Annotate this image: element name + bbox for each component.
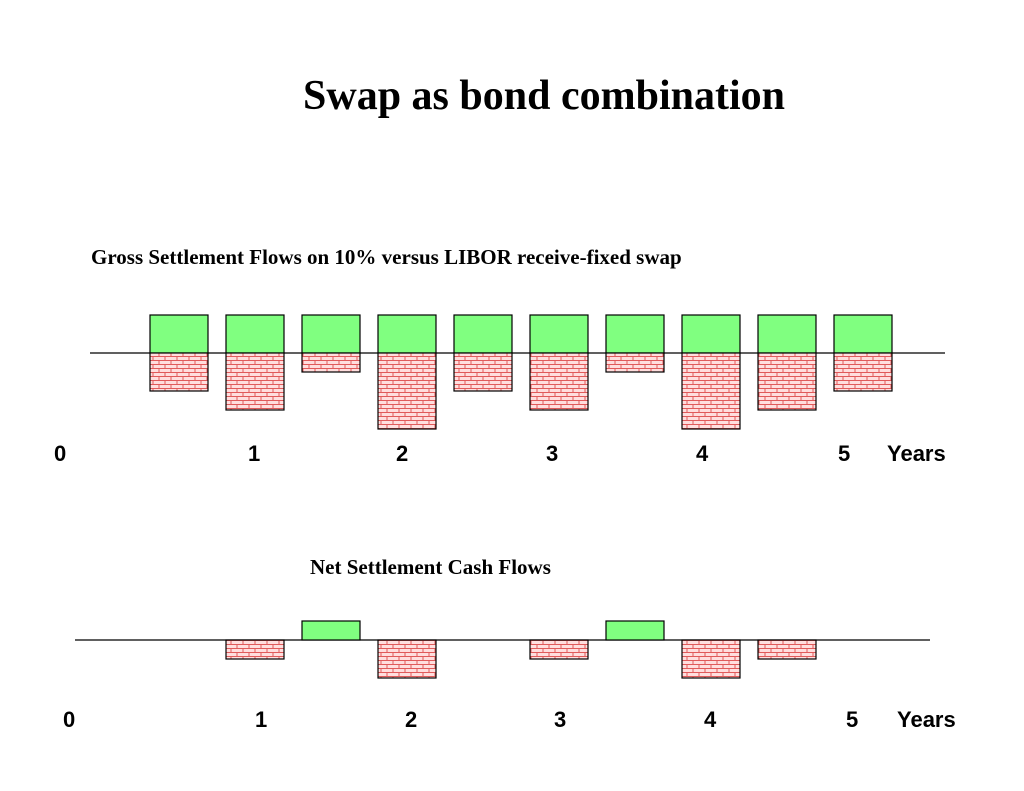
paid-flow-bar — [453, 352, 513, 392]
paid-flow-bar — [149, 352, 209, 392]
net-received-bar — [605, 620, 665, 641]
net-axis-label-0: 0 — [63, 707, 76, 732]
received-flow-bar — [605, 314, 665, 354]
paid-flow-bar — [529, 352, 589, 411]
gross-bars — [149, 314, 893, 430]
gross-axis-label-1: 1 — [248, 441, 261, 466]
page-title: Swap as bond combination — [303, 73, 785, 119]
paid-flow-bar — [757, 352, 817, 411]
received-flow-bar — [377, 314, 437, 354]
net-paid-bar — [225, 639, 285, 660]
paid-flow-bar — [833, 352, 893, 392]
net-axis-label-1: 1 — [255, 707, 268, 732]
received-flow-bar — [757, 314, 817, 354]
paid-flow-bar — [225, 352, 285, 411]
received-flow-bar — [149, 314, 209, 354]
net-bars — [225, 620, 817, 679]
net-axis-label-4: 4 — [704, 707, 717, 732]
net-paid-bar — [681, 639, 741, 679]
net-axis-label-5: 5 — [846, 707, 859, 732]
received-flow-bar — [833, 314, 893, 354]
received-flow-bar — [301, 314, 361, 354]
paid-flow-bar — [605, 352, 665, 373]
received-flow-bar — [225, 314, 285, 354]
paid-flow-bar — [301, 352, 361, 373]
received-flow-bar — [453, 314, 513, 354]
gross-flows-title: Gross Settlement Flows on 10% versus LIB… — [91, 245, 682, 269]
net-axis-label-2: 2 — [405, 707, 418, 732]
received-flow-bar — [681, 314, 741, 354]
net-paid-bar — [377, 639, 437, 679]
net-axis-label-3: 3 — [554, 707, 567, 732]
received-flow-bar — [529, 314, 589, 354]
net-flows-title: Net Settlement Cash Flows — [310, 555, 551, 579]
net-paid-bar — [529, 639, 589, 660]
net-axis-unit: Years — [897, 707, 956, 732]
gross-axis-label-0: 0 — [54, 441, 67, 466]
gross-axis-label-5: 5 — [838, 441, 851, 466]
paid-flow-bar — [681, 352, 741, 430]
net-received-bar — [301, 620, 361, 641]
paid-flow-bar — [377, 352, 437, 430]
gross-axis-label-3: 3 — [546, 441, 559, 466]
gross-axis-unit: Years — [887, 441, 946, 466]
gross-axis-label-4: 4 — [696, 441, 709, 466]
gross-axis-label-2: 2 — [396, 441, 409, 466]
net-paid-bar — [757, 639, 817, 660]
